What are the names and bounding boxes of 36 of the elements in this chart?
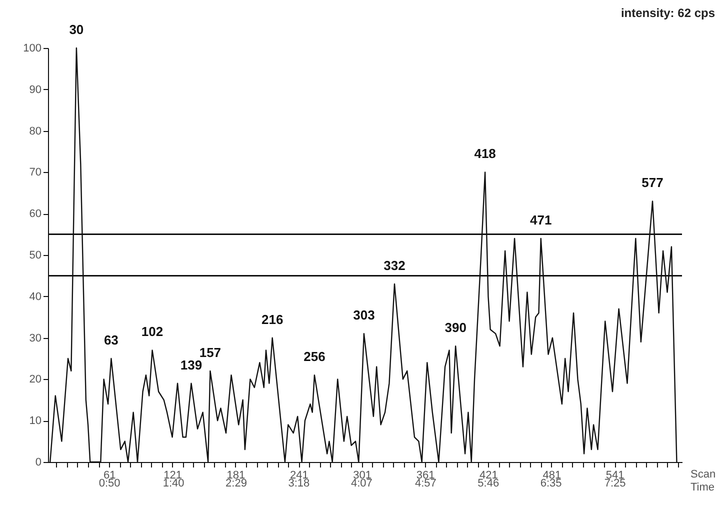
y-tick-label: 80	[29, 125, 42, 138]
x2-tick-label: 4:57	[414, 478, 436, 490]
y-tick-label: 30	[29, 332, 42, 344]
annotation: 418	[474, 146, 496, 162]
x2-tick-label: 1:40	[162, 478, 184, 490]
x2-tick-label: 0:50	[98, 478, 120, 490]
annotation: 303	[353, 308, 375, 323]
annotation: 157	[199, 344, 222, 360]
annotation: 471	[530, 212, 552, 228]
y-tick-label: 60	[29, 208, 42, 220]
x2-axis-title: Time	[690, 482, 715, 494]
y-tick-label: 0	[35, 456, 42, 468]
y-tick-label: 50	[29, 250, 42, 262]
x2-tick-label: 5:46	[478, 478, 500, 490]
annotation: 102	[141, 324, 164, 340]
x2-tick-label: 7:25	[604, 478, 626, 490]
y-tick-label: 40	[29, 290, 42, 303]
annotation: 63	[104, 332, 118, 348]
y-tick-label: 10	[29, 415, 42, 428]
y-tick-label: 90	[29, 84, 42, 96]
annotation: 256	[304, 349, 326, 364]
x2-tick-label: 2:29	[226, 478, 247, 490]
annotation: 332	[384, 258, 406, 273]
annotation: 139	[180, 357, 202, 372]
y-tick-label: 20	[29, 374, 42, 386]
x-axis-title: Scan	[690, 468, 716, 480]
y-tick-label: 100	[23, 42, 42, 54]
annotation: 577	[642, 175, 664, 190]
annotation: 30	[69, 22, 84, 37]
text: intensity: 62 cps	[620, 6, 716, 20]
y-tick-label: 70	[29, 166, 42, 179]
annotation: 216	[261, 312, 284, 327]
x2-tick-label: 4:07	[350, 478, 372, 490]
x2-tick-label: 6:35	[540, 478, 562, 490]
annotation: 390	[444, 320, 466, 336]
x2-tick-label: 3:18	[288, 478, 310, 490]
